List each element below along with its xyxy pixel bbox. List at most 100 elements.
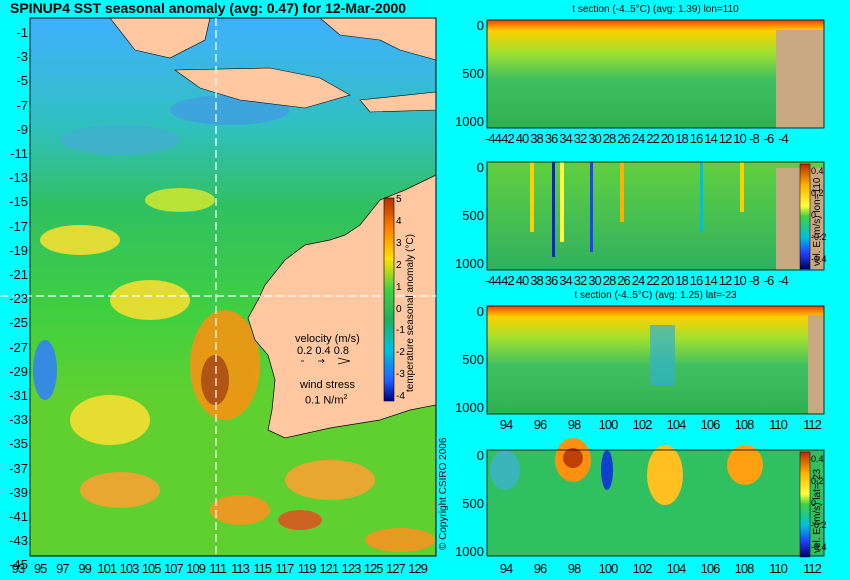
lon-tick-label: 105: [141, 561, 162, 576]
panel-4-x-tick: 112: [803, 561, 822, 576]
panel-2-x-tick: 12: [718, 273, 732, 288]
panel-3-x-tick: 98: [567, 417, 581, 432]
panel-1-y-tick: 1000: [455, 114, 484, 129]
panel-1-x-tick: 38: [530, 131, 543, 146]
panel-3-x-tick: 96: [533, 417, 547, 432]
panel-4-cb-tick: 0: [811, 498, 817, 508]
panel-1-x-tick: 24: [631, 131, 645, 146]
panel-3-x-tick: 110: [769, 417, 788, 432]
lon-tick-label: 99: [78, 561, 91, 576]
panel-2-x-tick: 30: [588, 273, 601, 288]
panel-3-plot: [486, 305, 825, 415]
panel-1-x-tick: 42: [501, 131, 514, 146]
panel-2-x-tick: 18: [675, 273, 688, 288]
panel-1-y-tick: 500: [462, 66, 484, 81]
panel-2-plot: [486, 161, 825, 271]
panel-1-x-tick: 40: [515, 131, 529, 146]
panel-2-x-tick: 22: [646, 273, 659, 288]
panel-1-x-tick: 18: [675, 131, 688, 146]
lat-tick-label: -33: [9, 412, 28, 428]
lon-tick-label: 125: [363, 561, 384, 576]
lat-tick-label: -25: [9, 315, 28, 331]
colorbar-tick-label: 3: [396, 237, 402, 249]
panel-2-y-tick: 1000: [455, 256, 484, 271]
colorbar-tick-label: 5: [396, 194, 402, 205]
panel-2-y-tick: 0: [476, 160, 484, 175]
panel-3-y-tick: 500: [462, 352, 484, 367]
panel-4-x-tick: 108: [734, 561, 755, 576]
lat-tick-label: -5: [16, 73, 28, 89]
lat-tick-label: -21: [9, 267, 28, 282]
lat-tick-label: -7: [16, 97, 28, 113]
java-land: [174, 67, 351, 109]
lon-tick-label: 103: [119, 561, 140, 576]
panel-1-x-tick: 32: [573, 131, 587, 146]
panel-4-cb-tick: -0.2: [811, 520, 827, 530]
panel-1-x-tick: 16: [689, 131, 703, 146]
lon-tick-label: 97: [56, 561, 69, 576]
panel-4-plot: [486, 438, 825, 558]
panel-4-x-tick: 94: [499, 561, 513, 576]
panel-1-x-tick: 26: [617, 131, 630, 146]
colorbar-tick-label: -2: [396, 347, 405, 359]
map-frame: [29, 17, 437, 557]
panel-2-x-tick: 16: [689, 273, 703, 288]
panel-3-y-tick: 0: [476, 304, 484, 319]
panel-2-x-tick: -8: [749, 273, 760, 288]
lon-tick-label: 117: [275, 561, 295, 576]
panel-2-x-tick: 26: [617, 273, 630, 288]
panel-4-y-tick: 500: [462, 496, 484, 511]
lat-tick-label: -13: [9, 170, 28, 186]
colorbar-tick-label: 0: [396, 303, 402, 315]
map-title: SPINUP4 SST seasonal anomaly (avg: 0.47)…: [10, 0, 407, 16]
panel-2-x-tick: 32: [573, 273, 587, 288]
lat-tick-label: -29: [9, 363, 28, 379]
panel-2-x-tick: 20: [660, 273, 674, 288]
panel-4-x-tick: 104: [666, 561, 687, 576]
panel-2-x-tick: 38: [530, 273, 543, 288]
panel-3-x-tick: 112: [803, 417, 822, 432]
lat-tick-label: -9: [16, 121, 28, 137]
panel-1-x-tick: 34: [559, 131, 572, 146]
panel-3-x-tick: 94: [499, 417, 513, 432]
lat-tick-label: -45: [9, 557, 28, 573]
panel-2-x-tick: 40: [515, 273, 529, 288]
panel-1-x-tick: -44: [485, 131, 502, 146]
panel-2-cb-tick: 0: [811, 210, 817, 220]
panel-3-y-tick: 1000: [455, 400, 484, 415]
lon-tick-label: 129: [408, 561, 428, 576]
panel-1-x-tick: -6: [763, 131, 775, 146]
colorbar-label: temperature seasonal anomaly (°C): [405, 234, 416, 392]
lat-tick-label: -1: [16, 25, 28, 40]
lat-tick-label: -15: [9, 194, 28, 210]
lat-tick-label: -41: [9, 509, 28, 524]
panel-2-y-tick: 500: [462, 208, 484, 223]
panel-4-x-tick: 100: [598, 561, 619, 576]
lat-tick-label: -35: [9, 436, 28, 452]
panel-4-x-tick: 98: [567, 561, 581, 576]
panel-2-cb-tick: -0.2: [811, 232, 827, 242]
wind-legend-title: wind stress: [300, 379, 356, 391]
panel-4-cb-tick: -0.4: [811, 542, 827, 552]
panel-1-y-tick: 0: [476, 18, 484, 33]
colorbar-tick-label: 2: [396, 259, 402, 271]
panel-2-x-tick: 14: [704, 273, 717, 288]
panel-2-cb-tick: 0.2: [811, 188, 824, 198]
map-anomaly-blobs: [33, 95, 435, 552]
panel-4-x-tick: 110: [769, 561, 788, 576]
panel-2-cb-tick: 0.4: [811, 166, 824, 176]
panel-3-x-tick: 100: [598, 417, 619, 432]
velocity-legend-arrows: [301, 357, 351, 365]
panel-1-x-tick: 10: [733, 131, 746, 146]
panel-4-y-tick: 0: [476, 448, 484, 463]
lat-tick-label: -31: [9, 388, 28, 403]
panel-3-title: t section (-4..5°C) (avg: 1.25) lat=-23: [574, 290, 737, 301]
lon-tick-label: 95: [33, 561, 47, 576]
panel-1-plot: [486, 19, 825, 129]
panel-1-x-tick: 12: [718, 131, 732, 146]
panel-2-cb-tick: -0.4: [811, 254, 827, 264]
panel-4-cb-tick: 0.4: [811, 454, 824, 464]
panel-1-x-tick: 22: [646, 131, 659, 146]
lon-tick-label: 111: [209, 561, 227, 576]
